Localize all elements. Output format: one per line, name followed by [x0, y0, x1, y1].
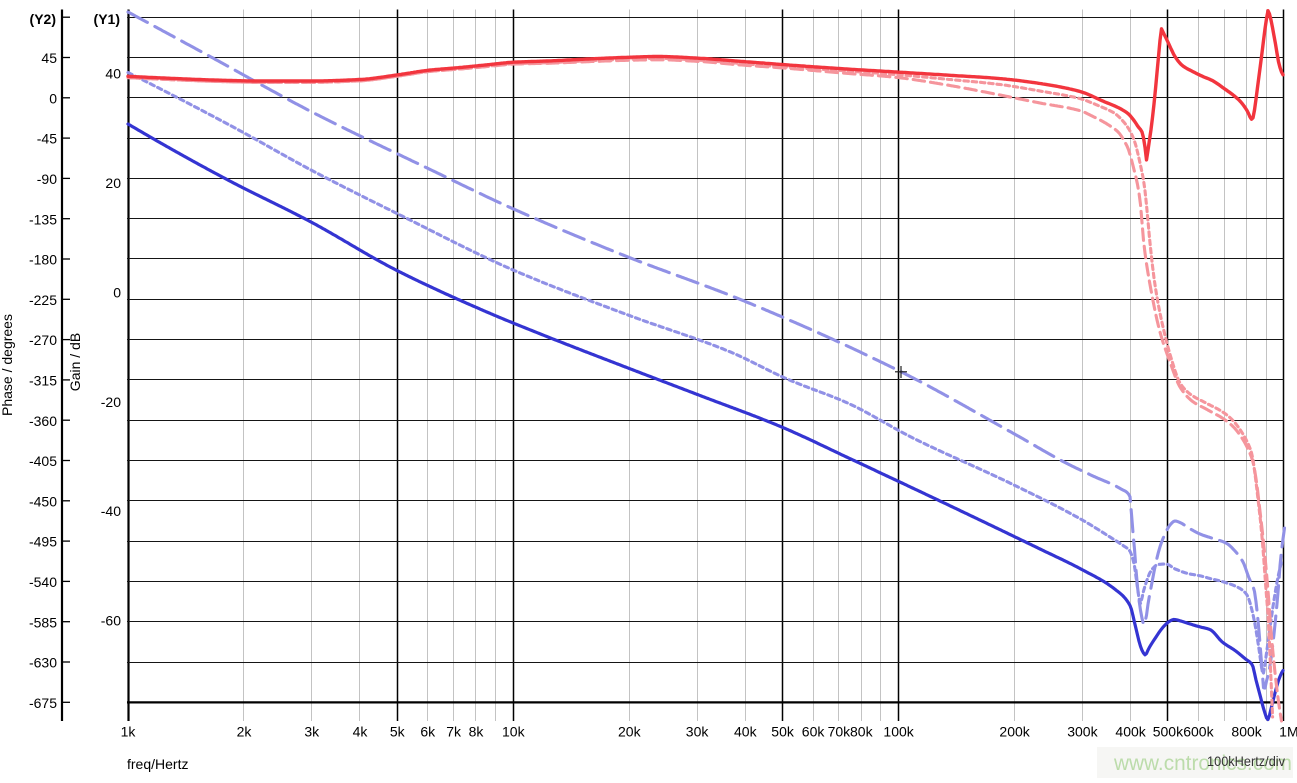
svg-text:(Y1): (Y1)	[94, 11, 120, 27]
svg-text:100k: 100k	[883, 724, 914, 740]
svg-text:0: 0	[49, 90, 57, 106]
svg-text:-315: -315	[29, 372, 57, 388]
svg-text:-405: -405	[29, 453, 57, 469]
svg-text:-60: -60	[101, 613, 121, 629]
svg-text:5k: 5k	[390, 724, 406, 740]
svg-text:10k: 10k	[502, 724, 526, 740]
svg-text:200k: 200k	[999, 724, 1030, 740]
svg-text:1M: 1M	[1279, 724, 1297, 740]
svg-text:Gain / dB: Gain / dB	[67, 333, 83, 391]
svg-text:3k: 3k	[304, 724, 320, 740]
svg-text:-450: -450	[29, 493, 57, 509]
svg-text:600k: 600k	[1183, 724, 1214, 740]
svg-text:-45: -45	[37, 131, 57, 147]
svg-text:50k: 50k	[771, 724, 795, 740]
svg-text:30k: 30k	[686, 724, 710, 740]
svg-text:-225: -225	[29, 292, 57, 308]
svg-text:(Y2): (Y2)	[30, 11, 56, 27]
svg-text:800k: 800k	[1231, 724, 1262, 740]
svg-text:-360: -360	[29, 413, 57, 429]
svg-text:-20: -20	[101, 394, 121, 410]
svg-text:300k: 300k	[1067, 724, 1098, 740]
svg-text:6k: 6k	[420, 724, 436, 740]
svg-text:80k: 80k	[850, 724, 874, 740]
svg-text:40k: 40k	[734, 724, 758, 740]
svg-text:8k: 8k	[469, 724, 485, 740]
svg-text:-540: -540	[29, 574, 57, 590]
svg-text:2k: 2k	[237, 724, 253, 740]
svg-text:1k: 1k	[121, 724, 137, 740]
svg-text:-270: -270	[29, 332, 57, 348]
svg-text:45: 45	[41, 50, 57, 66]
svg-text:-90: -90	[37, 171, 57, 187]
svg-text:-585: -585	[29, 614, 57, 630]
svg-text:500k: 500k	[1153, 724, 1184, 740]
svg-text:-630: -630	[29, 655, 57, 671]
svg-text:freq/Hertz: freq/Hertz	[127, 756, 188, 772]
svg-text:www.cntronics.com: www.cntronics.com	[1113, 752, 1292, 775]
svg-text:400k: 400k	[1115, 724, 1146, 740]
svg-text:-135: -135	[29, 211, 57, 227]
svg-text:40: 40	[105, 66, 121, 82]
svg-text:20k: 20k	[618, 724, 642, 740]
svg-text:Phase / degrees: Phase / degrees	[0, 314, 15, 416]
svg-text:-675: -675	[29, 695, 57, 711]
svg-text:20: 20	[105, 175, 121, 191]
svg-text:-40: -40	[101, 503, 121, 519]
svg-text:7k: 7k	[446, 724, 462, 740]
svg-text:60k: 60k	[802, 724, 826, 740]
svg-text:100kHertz/div: 100kHertz/div	[1207, 753, 1285, 769]
svg-text:-495: -495	[29, 534, 57, 550]
svg-text:-180: -180	[29, 252, 57, 268]
svg-text:4k: 4k	[353, 724, 369, 740]
svg-text:0: 0	[113, 284, 121, 300]
svg-text:70k: 70k	[828, 724, 852, 740]
